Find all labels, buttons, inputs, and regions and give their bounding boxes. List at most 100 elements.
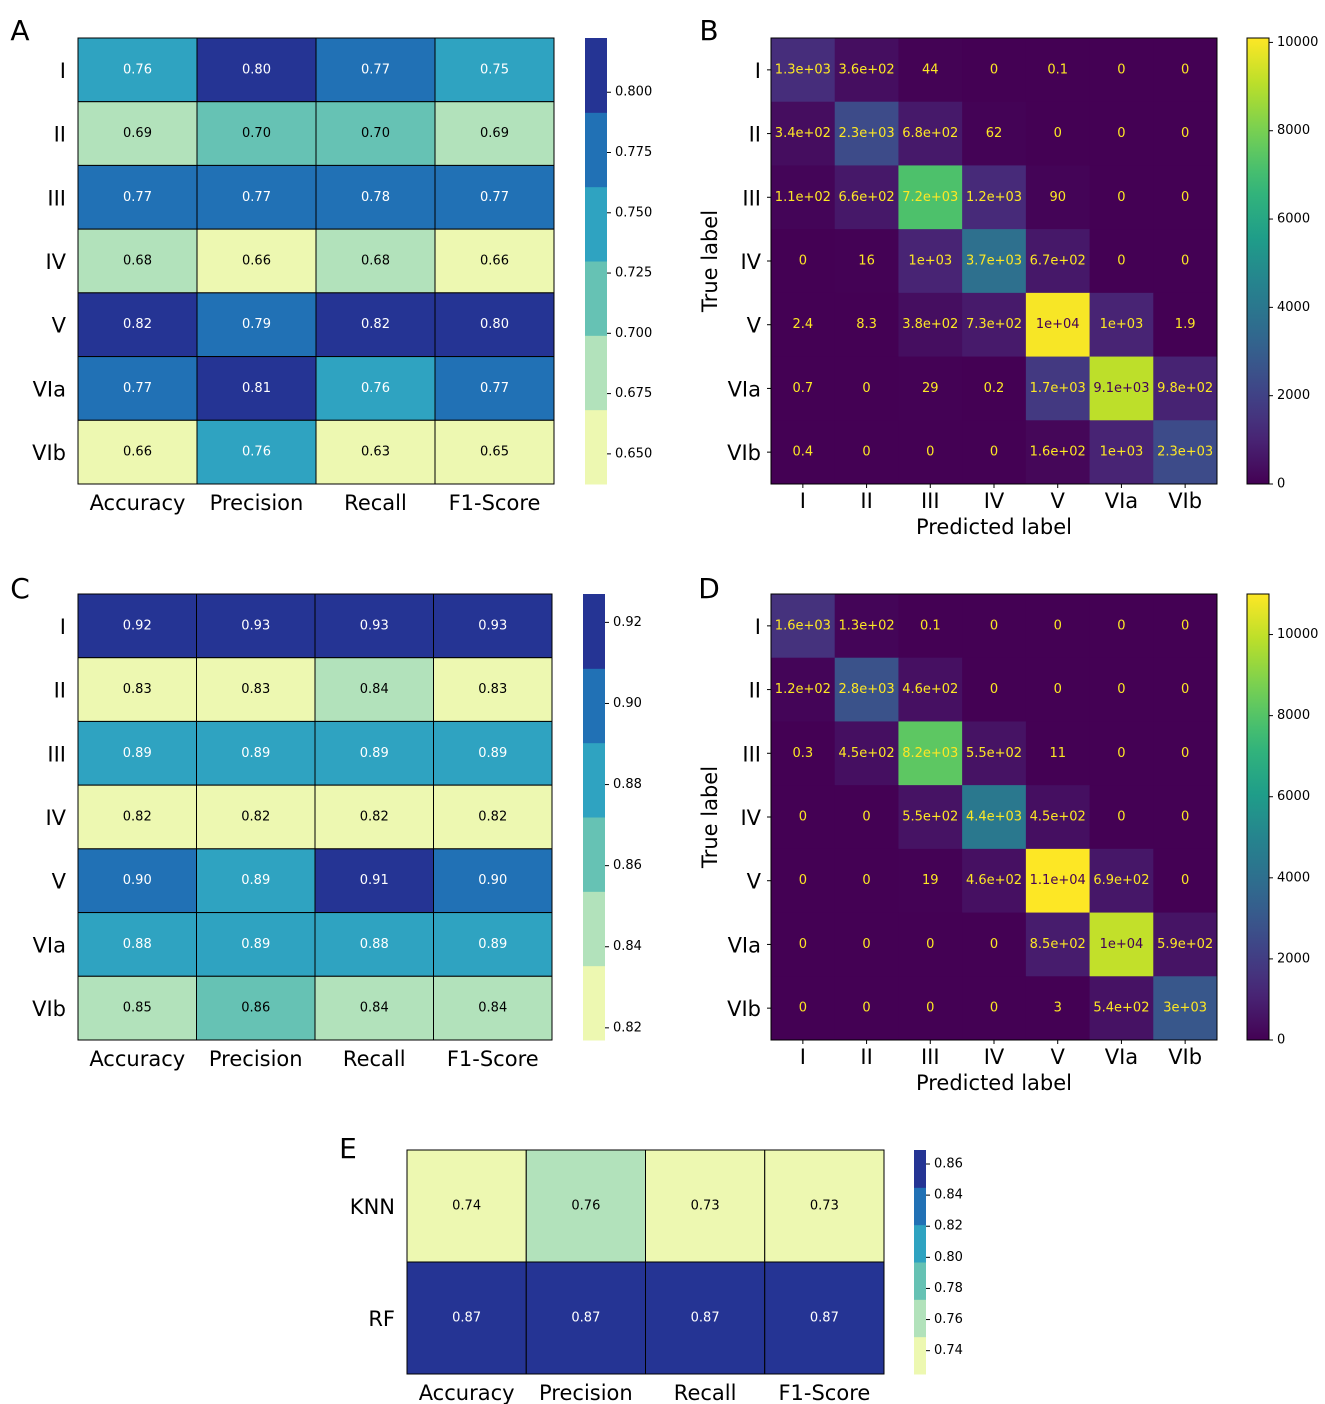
matrix-cell-label: 0.1	[920, 618, 941, 633]
matrix-cell	[898, 785, 963, 850]
matrix-cell-label: 0	[990, 618, 998, 633]
heatmap-cell	[77, 292, 198, 358]
y-tick-label: III	[742, 186, 761, 210]
matrix-cell	[771, 356, 836, 421]
matrix-cell	[898, 420, 963, 485]
heatmap-cell	[77, 593, 197, 659]
colorbar-bin	[583, 742, 605, 818]
matrix-cell	[771, 594, 836, 659]
matrix-cell	[898, 38, 963, 103]
colorbar-tick-label: 0.750	[615, 205, 652, 220]
matrix-cell	[1089, 785, 1154, 850]
heatmap-cell	[314, 912, 434, 977]
matrix-cell-label: 5.4e+02	[1093, 1001, 1149, 1016]
cell-value-label: 0.77	[242, 190, 271, 205]
heatmap-cell	[434, 419, 555, 485]
matrix-cell-label: 0	[1181, 682, 1189, 697]
y-tick-label: IV	[740, 250, 761, 274]
cell-value-label: 0.76	[361, 381, 390, 396]
colorbar-tick-label: 0.74	[934, 1343, 963, 1358]
row-tick-label: V	[52, 314, 67, 338]
matrix-cell-label: 0.7	[793, 381, 814, 396]
colorbar-tick-label: 0.700	[615, 326, 652, 341]
matrix-cell	[771, 912, 836, 977]
cell-value-label: 0.82	[361, 317, 390, 332]
matrix-cell	[834, 785, 899, 850]
heatmap-cell	[314, 975, 434, 1041]
matrix-cell	[1025, 912, 1091, 977]
matrix-cell	[1089, 721, 1154, 786]
colorbar-tick-label: 2000	[1277, 388, 1310, 403]
cell-value-label: 0.78	[361, 190, 390, 205]
cell-value-label: 0.66	[480, 254, 509, 269]
matrix-cell	[1153, 420, 1218, 485]
colorbar-bin	[585, 38, 607, 113]
colorbar-tick-label: 0.725	[615, 266, 652, 281]
matrix-cell-label: 3e+03	[1163, 1001, 1207, 1016]
matrix-cell-label: 8.2e+03	[902, 746, 958, 761]
matrix-cell-label: 0.2	[984, 381, 1005, 396]
colorbar-tick-label: 0.88	[613, 777, 642, 792]
matrix-cell-label: 1.1e+04	[1030, 873, 1086, 888]
row-tick-label: VIa	[33, 377, 66, 401]
cell-value-label: 0.80	[480, 317, 509, 332]
heatmap-cell	[77, 228, 198, 294]
cell-value-label: 0.68	[361, 254, 390, 269]
matrix-cell	[898, 229, 963, 294]
heatmap-cell	[314, 848, 434, 914]
panel-label-e: E	[339, 1132, 357, 1165]
cell-value-label: 0.70	[361, 126, 390, 141]
heatmap-cell	[434, 292, 555, 358]
heatmap-cell	[196, 164, 317, 230]
cell-value-label: 0.89	[123, 746, 152, 761]
heatmap-cell	[196, 292, 317, 358]
heatmap-cell	[764, 1261, 885, 1375]
matrix-cell-label: 1.2e+03	[966, 190, 1022, 205]
matrix-cell-label: 0	[1054, 126, 1062, 141]
matrix-cell	[1153, 101, 1218, 166]
cell-value-label: 0.89	[241, 873, 270, 888]
matrix-cell-label: 5.9e+02	[1157, 937, 1213, 952]
cell-value-label: 0.81	[242, 381, 271, 396]
heatmap-cell	[77, 419, 198, 485]
heatmap-panel-a: 0.76 0.80 0.77 0.75 0.69 0.70 0.70 0.69 0.77 0.77…	[32, 37, 652, 515]
cell-value-label: 0.77	[361, 62, 390, 77]
matrix-cell	[1025, 292, 1091, 358]
heatmap-cell	[314, 720, 434, 786]
x-tick-label: I	[800, 1045, 806, 1069]
matrix-cell	[898, 356, 963, 421]
y-tick-label: VIb	[727, 441, 761, 465]
matrix-cell-label: 1.6e+03	[775, 618, 831, 633]
col-tick-label: Precision	[210, 491, 304, 515]
heatmap-cell	[196, 101, 317, 166]
matrix-cell-label: 16	[858, 254, 875, 269]
matrix-cell-label: 0.4	[793, 445, 814, 460]
cell-value-label: 0.90	[478, 873, 507, 888]
matrix-cell-label: 1e+03	[1100, 445, 1144, 460]
colorbar-tick-label: 0.84	[613, 939, 642, 954]
matrix-cell	[1153, 594, 1218, 659]
matrix-cell	[771, 785, 836, 850]
matrix-cell	[1153, 657, 1218, 722]
cell-value-label: 0.70	[242, 126, 271, 141]
x-tick-label: I	[800, 489, 806, 513]
matrix-cell	[962, 657, 1027, 722]
heatmap-cell	[434, 37, 555, 103]
matrix-cell	[1153, 292, 1218, 358]
y-tick-label: II	[749, 679, 761, 703]
x-tick-label: II	[860, 1045, 872, 1069]
x-tick-label: VIa	[1105, 1045, 1138, 1069]
heatmap-cell	[77, 101, 198, 166]
matrix-cell	[962, 229, 1027, 294]
y-tick-label: II	[749, 123, 761, 147]
heatmap-cell	[77, 37, 198, 103]
matrix-cell-label: 3.7e+03	[966, 254, 1022, 269]
y-tick-label: I	[755, 615, 761, 639]
heatmap-cell	[196, 784, 316, 850]
y-tick-label: V	[747, 870, 762, 894]
heatmap-cell	[433, 975, 553, 1041]
colorbar-tick-label: 0.775	[615, 145, 652, 160]
matrix-cell-label: 2.3e+03	[1157, 445, 1213, 460]
cell-value-label: 0.76	[123, 62, 152, 77]
heatmap-cell	[433, 912, 553, 977]
